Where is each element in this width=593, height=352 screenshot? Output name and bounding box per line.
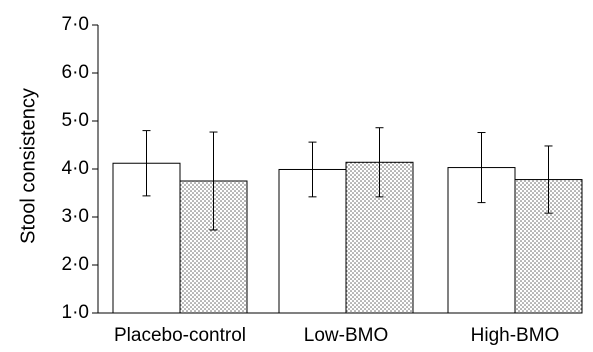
y-tick-label: 2·0 [62,254,89,275]
y-tick-label: 5·0 [62,110,89,131]
y-tick-label: 7·0 [62,14,89,35]
x-axis-category-labels: Placebo-control Low-BMO High-BMO [114,325,559,346]
y-tick-label: 3·0 [62,206,89,227]
y-tick-label: 1·0 [62,302,89,323]
bars [112,161,583,314]
error-bars [142,127,553,231]
x-category-label: Low-BMO [304,325,388,346]
y-tick-label: 4·0 [62,158,89,179]
x-category-label: Placebo-control [114,325,246,346]
y-axis-title: Stool consistency [17,88,39,244]
y-tick-label: 6·0 [62,62,89,83]
y-axis-ticks: 1·0 2·0 3·0 4·0 5·0 6·0 7·0 [62,14,98,323]
x-category-label: High-BMO [471,325,560,346]
